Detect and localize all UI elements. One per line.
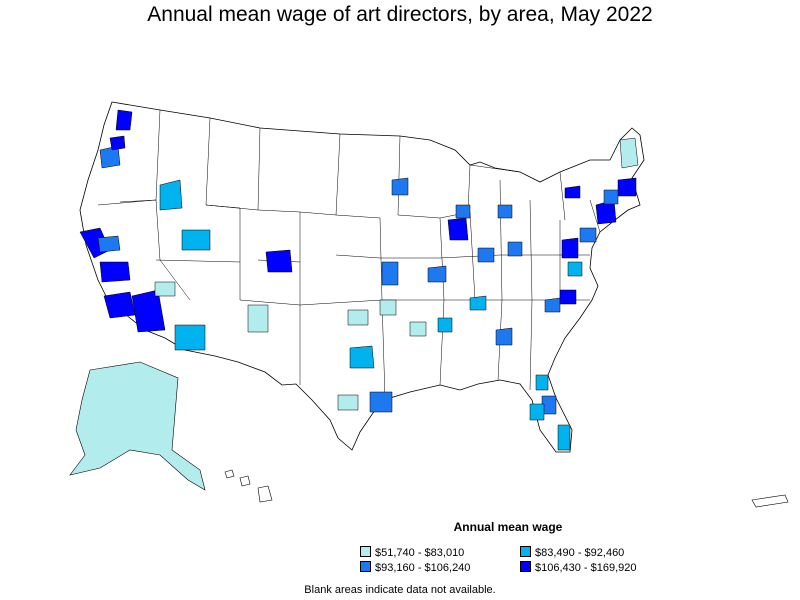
area-minneapolis [391,177,409,196]
legend-label-3: $93,160 - $106,240 [375,562,471,574]
area-richmond [567,261,583,277]
area-jax [535,374,549,391]
legend-swatch-3 [360,561,371,572]
area-milwaukee [455,204,471,219]
legend-item-1: $51,740 - $83,010 [360,546,464,560]
legend-item-4: $106,430 - $169,920 [520,561,637,575]
area-columbus [507,241,523,257]
area-portland [109,135,126,151]
area-atlanta [495,327,513,346]
legend-item-2: $83,490 - $92,460 [520,546,624,560]
area-chicago [447,217,469,241]
area-nm [247,304,269,333]
area-boise [159,179,183,211]
area-detroit [497,204,513,219]
legend-title: Annual mean wage [453,520,563,534]
area-austin [337,394,359,411]
state-borders [97,109,601,399]
footnote: Blank areas indicate data not available. [304,584,496,596]
map-title: Annual mean wage of art directors, by ar… [147,3,653,26]
area-nashville [469,295,487,311]
alaska [69,361,206,491]
area-houston [369,391,393,413]
area-miami [557,424,571,451]
puerto-rico [751,494,789,508]
legend-label-1: $51,740 - $83,010 [375,547,465,559]
legend-label-2: $83,490 - $92,460 [535,547,625,559]
area-tampa [529,403,545,421]
area-stl [427,265,447,283]
area-indy [477,247,495,263]
legend-swatch-2 [520,546,531,557]
area-az-nonmetro [154,281,176,297]
area-sacramento [97,235,121,253]
hawaii [224,469,273,503]
legend-label-4: $106,430 - $169,920 [535,562,637,574]
contiguous-us-outline [79,101,645,453]
area-northwest-1 [115,109,133,131]
legend-item-3: $93,160 - $106,240 [360,561,470,575]
area-dc [561,237,579,259]
area-dallas [349,345,375,369]
area-tulsa [379,299,397,316]
area-tucson [174,324,206,351]
area-denver [265,249,293,273]
area-memphis [437,317,453,333]
area-central-ca [99,261,131,283]
area-la [103,291,136,319]
area-okc [347,309,369,326]
area-little-rock [409,321,427,337]
area-upstate-ny [564,185,581,199]
area-charlotte [544,297,561,313]
legend-swatch-1 [360,546,371,557]
area-raleigh [559,289,577,305]
area-kc [381,261,399,286]
area-maine [619,137,639,169]
area-hartford [603,189,619,205]
area-philly [579,227,597,243]
legend-swatch-4 [520,561,531,572]
area-utah [181,229,211,251]
area-phoenix [131,289,166,333]
area-boston [617,177,637,197]
